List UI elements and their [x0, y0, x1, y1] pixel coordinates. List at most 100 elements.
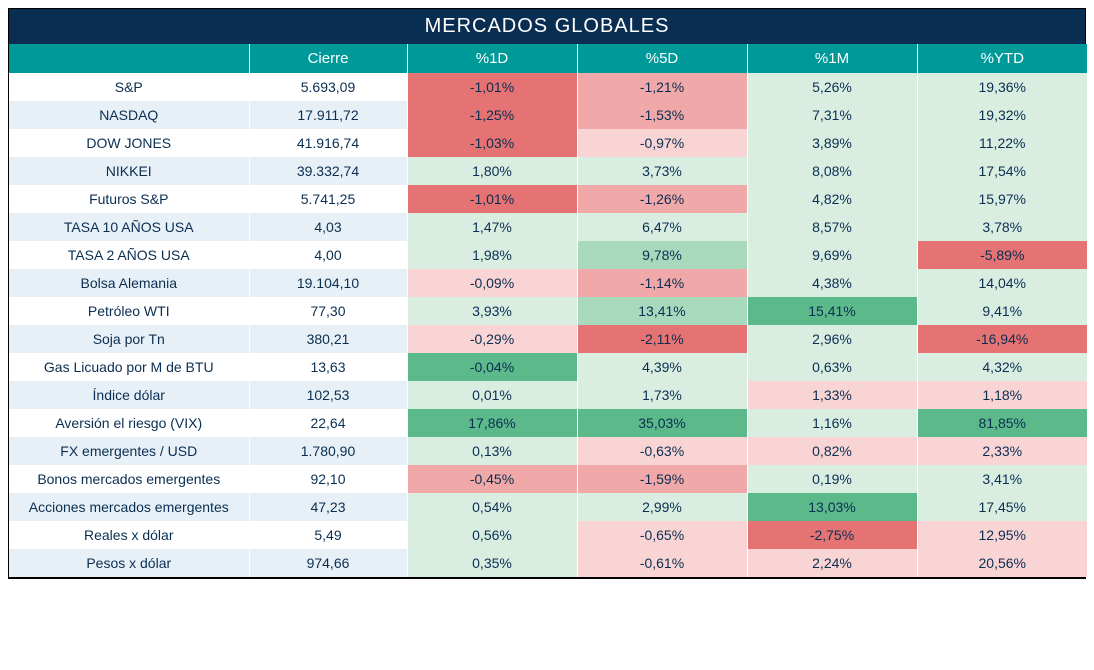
row-ytd: 15,97% — [917, 185, 1087, 213]
col-5d: %5D — [577, 44, 747, 73]
row-name: Gas Licuado por M de BTU — [9, 353, 249, 381]
row-d5: -1,26% — [577, 185, 747, 213]
col-name — [9, 44, 249, 73]
table-row: Futuros S&P5.741,25-1,01%-1,26%4,82%15,9… — [9, 185, 1087, 213]
row-d1: -0,45% — [407, 465, 577, 493]
row-cierre: 4,00 — [249, 241, 407, 269]
row-cierre: 1.780,90 — [249, 437, 407, 465]
row-m1: 0,19% — [747, 465, 917, 493]
row-d5: -0,63% — [577, 437, 747, 465]
row-cierre: 380,21 — [249, 325, 407, 353]
row-cierre: 13,63 — [249, 353, 407, 381]
row-cierre: 5,49 — [249, 521, 407, 549]
row-name: NASDAQ — [9, 101, 249, 129]
row-ytd: 20,56% — [917, 549, 1087, 577]
row-name: Futuros S&P — [9, 185, 249, 213]
row-cierre: 102,53 — [249, 381, 407, 409]
row-ytd: 11,22% — [917, 129, 1087, 157]
row-d1: 0,13% — [407, 437, 577, 465]
table-row: Bolsa Alemania19.104,10-0,09%-1,14%4,38%… — [9, 269, 1087, 297]
row-name: Índice dólar — [9, 381, 249, 409]
row-d1: 0,35% — [407, 549, 577, 577]
row-d5: -0,65% — [577, 521, 747, 549]
table-row: Reales x dólar5,490,56%-0,65%-2,75%12,95… — [9, 521, 1087, 549]
row-cierre: 974,66 — [249, 549, 407, 577]
row-d5: -1,14% — [577, 269, 747, 297]
row-d5: 1,73% — [577, 381, 747, 409]
row-ytd: 19,36% — [917, 73, 1087, 101]
row-ytd: 17,54% — [917, 157, 1087, 185]
row-m1: 9,69% — [747, 241, 917, 269]
row-m1: 2,96% — [747, 325, 917, 353]
col-cierre: Cierre — [249, 44, 407, 73]
row-d1: 1,80% — [407, 157, 577, 185]
global-markets-panel: MERCADOS GLOBALES Cierre %1D %5D %1M %YT… — [8, 8, 1086, 579]
row-name: Acciones mercados emergentes — [9, 493, 249, 521]
table-row: TASA 10 AÑOS USA4,031,47%6,47%8,57%3,78% — [9, 213, 1087, 241]
table-row: Bonos mercados emergentes92,10-0,45%-1,5… — [9, 465, 1087, 493]
row-d1: 1,98% — [407, 241, 577, 269]
row-m1: 3,89% — [747, 129, 917, 157]
row-m1: 8,08% — [747, 157, 917, 185]
row-d5: -1,53% — [577, 101, 747, 129]
row-m1: 15,41% — [747, 297, 917, 325]
row-ytd: 3,41% — [917, 465, 1087, 493]
table-row: NASDAQ17.911,72-1,25%-1,53%7,31%19,32% — [9, 101, 1087, 129]
row-m1: 2,24% — [747, 549, 917, 577]
row-d5: -2,11% — [577, 325, 747, 353]
row-cierre: 92,10 — [249, 465, 407, 493]
row-d5: -1,21% — [577, 73, 747, 101]
row-name: Pesos x dólar — [9, 549, 249, 577]
table-row: NIKKEI39.332,741,80%3,73%8,08%17,54% — [9, 157, 1087, 185]
row-name: NIKKEI — [9, 157, 249, 185]
row-d5: 9,78% — [577, 241, 747, 269]
row-d1: 3,93% — [407, 297, 577, 325]
row-cierre: 47,23 — [249, 493, 407, 521]
row-ytd: 12,95% — [917, 521, 1087, 549]
table-row: FX emergentes / USD1.780,900,13%-0,63%0,… — [9, 437, 1087, 465]
row-name: Bolsa Alemania — [9, 269, 249, 297]
row-d5: 3,73% — [577, 157, 747, 185]
row-ytd: 14,04% — [917, 269, 1087, 297]
row-name: TASA 2 AÑOS USA — [9, 241, 249, 269]
row-name: S&P — [9, 73, 249, 101]
row-name: Soja por Tn — [9, 325, 249, 353]
row-ytd: 81,85% — [917, 409, 1087, 437]
row-d1: -1,01% — [407, 185, 577, 213]
table-row: Petróleo WTI77,303,93%13,41%15,41%9,41% — [9, 297, 1087, 325]
row-name: TASA 10 AÑOS USA — [9, 213, 249, 241]
row-d5: 4,39% — [577, 353, 747, 381]
row-m1: 5,26% — [747, 73, 917, 101]
markets-table: Cierre %1D %5D %1M %YTD S&P5.693,09-1,01… — [9, 44, 1087, 577]
row-cierre: 5.741,25 — [249, 185, 407, 213]
row-cierre: 19.104,10 — [249, 269, 407, 297]
row-cierre: 4,03 — [249, 213, 407, 241]
row-d5: 35,03% — [577, 409, 747, 437]
row-d1: -0,09% — [407, 269, 577, 297]
row-m1: 7,31% — [747, 101, 917, 129]
row-cierre: 22,64 — [249, 409, 407, 437]
row-m1: 0,63% — [747, 353, 917, 381]
row-d1: -0,29% — [407, 325, 577, 353]
col-1d: %1D — [407, 44, 577, 73]
row-cierre: 41.916,74 — [249, 129, 407, 157]
row-m1: 13,03% — [747, 493, 917, 521]
table-row: Gas Licuado por M de BTU13,63-0,04%4,39%… — [9, 353, 1087, 381]
row-name: Bonos mercados emergentes — [9, 465, 249, 493]
row-ytd: -16,94% — [917, 325, 1087, 353]
row-d5: 6,47% — [577, 213, 747, 241]
row-ytd: 2,33% — [917, 437, 1087, 465]
table-row: Soja por Tn380,21-0,29%-2,11%2,96%-16,94… — [9, 325, 1087, 353]
row-d1: 0,01% — [407, 381, 577, 409]
row-d5: 13,41% — [577, 297, 747, 325]
row-d1: 0,56% — [407, 521, 577, 549]
row-name: FX emergentes / USD — [9, 437, 249, 465]
row-d1: 0,54% — [407, 493, 577, 521]
row-cierre: 77,30 — [249, 297, 407, 325]
table-row: Índice dólar102,530,01%1,73%1,33%1,18% — [9, 381, 1087, 409]
row-name: Aversión el riesgo (VIX) — [9, 409, 249, 437]
row-d1: -0,04% — [407, 353, 577, 381]
row-d5: -0,97% — [577, 129, 747, 157]
row-m1: 4,82% — [747, 185, 917, 213]
col-ytd: %YTD — [917, 44, 1087, 73]
